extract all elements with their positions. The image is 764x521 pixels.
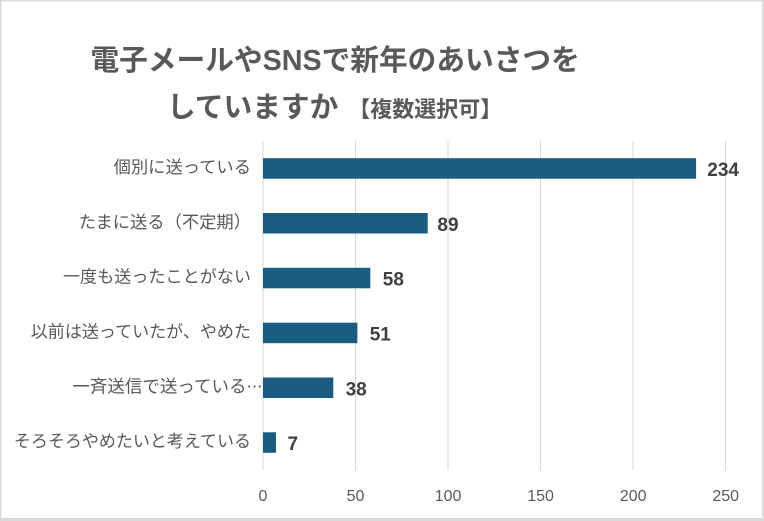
svg-text:電子メールやSNSで新年のあいさつを: 電子メールやSNSで新年のあいさつを	[91, 45, 580, 77]
svg-text:100: 100	[435, 488, 462, 505]
svg-text:250: 250	[712, 488, 739, 505]
svg-text:そろそろやめたいと考えている: そろそろやめたいと考えている	[14, 432, 251, 451]
svg-text:38: 38	[346, 379, 367, 400]
svg-text:234: 234	[707, 160, 739, 181]
svg-text:150: 150	[527, 488, 554, 505]
svg-text:7: 7	[288, 434, 299, 455]
svg-text:していますか 【複数選択可】: していますか 【複数選択可】	[167, 92, 502, 124]
svg-text:0: 0	[259, 488, 268, 505]
svg-text:51: 51	[370, 325, 392, 346]
svg-text:一斉送信で送っている…: 一斉送信で送っている…	[72, 373, 262, 397]
svg-text:58: 58	[383, 270, 404, 291]
svg-text:個別に送っている: 個別に送っている	[114, 157, 251, 177]
svg-text:200: 200	[620, 488, 647, 505]
svg-text:50: 50	[347, 488, 365, 505]
svg-text:たまに送る（不定期）: たまに送る（不定期）	[79, 212, 251, 232]
svg-text:一度も送ったことがない: 一度も送ったことがない	[63, 268, 251, 287]
svg-text:89: 89	[437, 215, 458, 236]
svg-text:以前は送っていたが、やめた: 以前は送っていたが、やめた	[31, 323, 251, 342]
